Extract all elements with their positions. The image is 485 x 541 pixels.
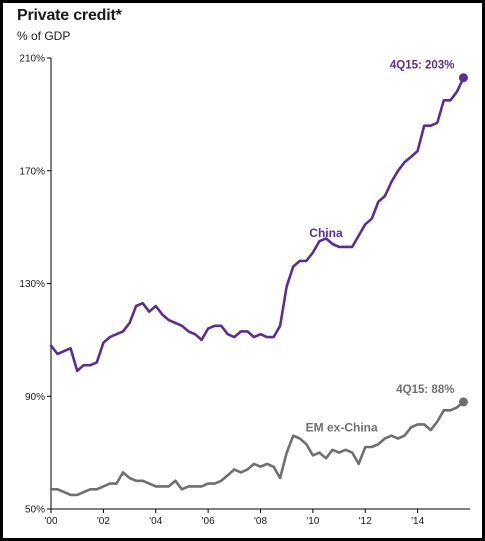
y-tick-label: 170%	[19, 166, 45, 177]
x-tick-label: '12	[359, 516, 372, 527]
x-tick-label: '08	[254, 516, 267, 527]
series-line-china	[49, 76, 465, 373]
y-tick-label: 90%	[25, 392, 45, 403]
series-line-em-ex-china	[49, 400, 465, 497]
chart-subtitle: % of GDP	[17, 29, 71, 43]
y-tick-label: 210%	[19, 54, 45, 65]
y-tick-label: 130%	[19, 279, 45, 290]
x-tick-label: '00	[44, 516, 57, 527]
y-tick-label: 50%	[25, 505, 45, 516]
end-point-marker	[458, 73, 468, 83]
x-tick-label: '10	[306, 516, 319, 527]
chart-title: Private credit*	[17, 7, 122, 24]
x-tick-label: '04	[149, 516, 162, 527]
end-value-label: 4Q15: 88%	[396, 384, 454, 396]
end-value-label: 4Q15: 203%	[390, 60, 455, 72]
series-label-china: China	[309, 226, 343, 240]
series-label-em-ex-china: EM ex-China	[306, 420, 378, 434]
x-tick-label: '14	[411, 516, 424, 527]
x-tick-label: '06	[202, 516, 215, 527]
x-tick-label: '02	[97, 516, 110, 527]
end-point-marker	[458, 397, 468, 407]
